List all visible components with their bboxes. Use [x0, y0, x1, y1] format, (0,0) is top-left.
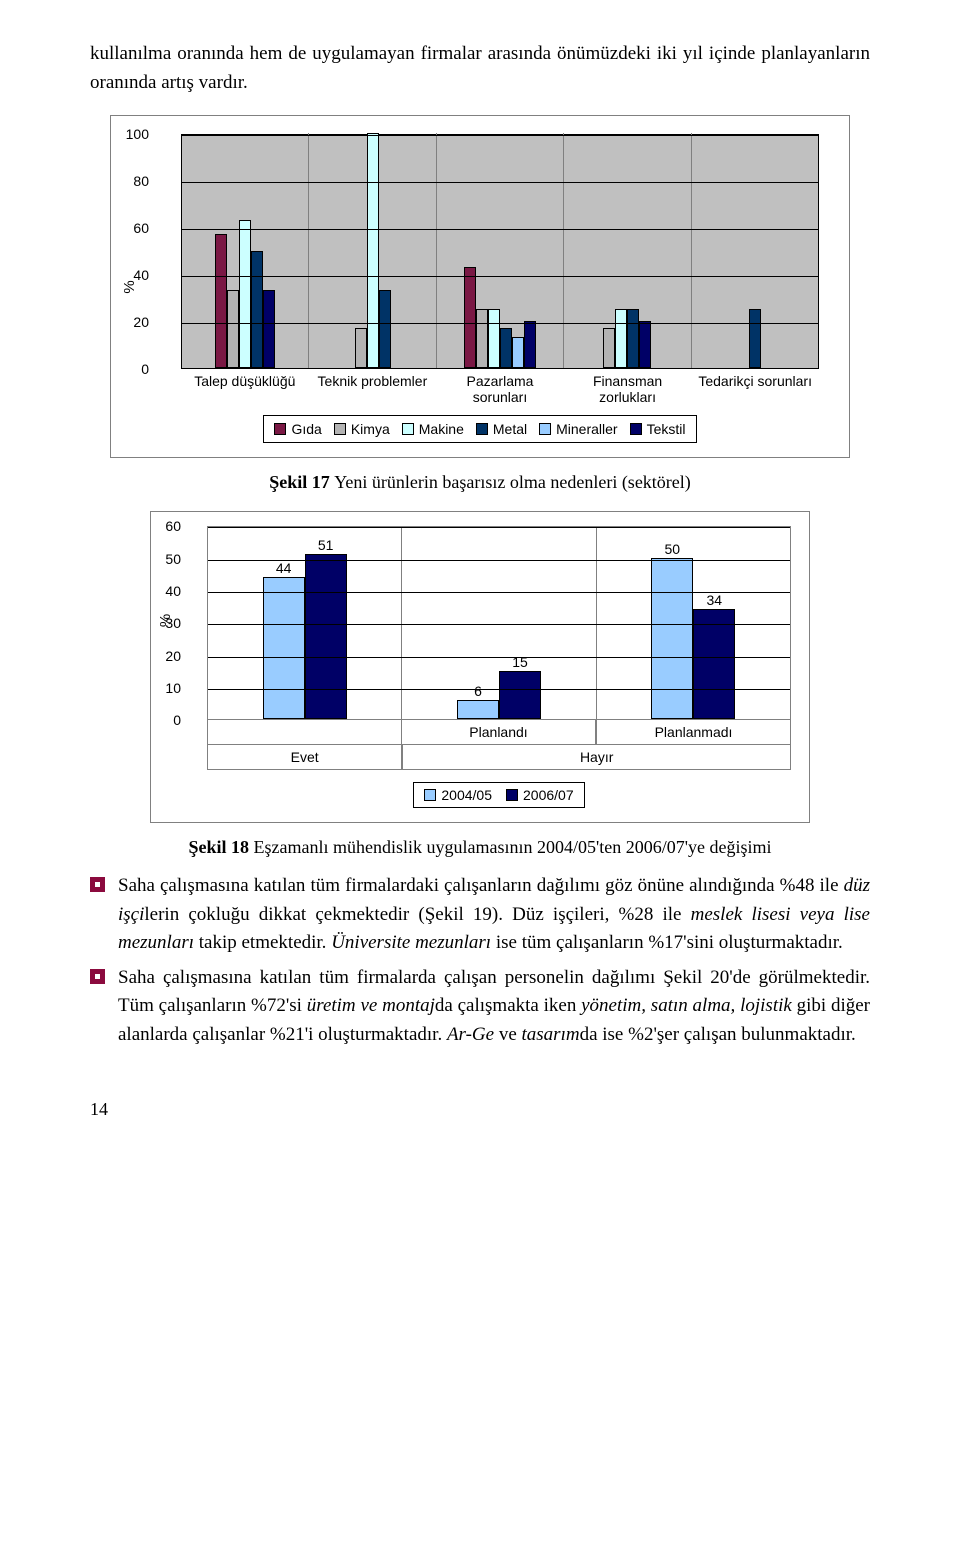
bullet-marker-icon	[90, 969, 105, 984]
chart1-bar	[603, 328, 615, 368]
bullet-marker-icon	[90, 877, 105, 892]
chart1-bar	[263, 290, 275, 368]
chart1-bar	[476, 309, 488, 368]
chart2-header-row2: EvetHayır	[207, 745, 791, 770]
chart1-bar	[464, 267, 476, 368]
chart1-bar	[615, 309, 627, 368]
legend-item: 2006/07	[506, 787, 574, 803]
chart1-bar	[488, 309, 500, 368]
chart1-xlabels: Talep düşüklüğüTeknik problemlerPazarlam…	[181, 373, 819, 405]
chart1-bar	[639, 321, 651, 368]
list-item: Saha çalışmasına katılan tüm firmalarda …	[90, 964, 870, 1050]
chart1-bar	[749, 309, 761, 368]
page-number: 14	[90, 1099, 870, 1120]
chart2-bar: 6	[457, 700, 499, 719]
chart1-bar	[367, 133, 379, 368]
legend-item: Metal	[476, 421, 527, 437]
chart2-bar: 15	[499, 671, 541, 720]
chart1-bar	[239, 220, 251, 368]
chart1-bar	[524, 321, 536, 368]
chart1-bar	[379, 290, 391, 368]
chart2-caption: Şekil 18 Eşzamanlı mühendislik uygulamas…	[90, 837, 870, 858]
chart1-legend: Gıda Kimya Makine Metal Mineraller Tekstil	[263, 415, 696, 443]
chart2-bar: 44	[263, 577, 305, 719]
chart1-bar	[251, 251, 263, 369]
chart2-container: % 0102030405060 44516155034 PlanlandıPla…	[150, 511, 810, 823]
legend-item: Kimya	[334, 421, 390, 437]
intro-paragraph: kullanılma oranında hem de uygulamayan f…	[90, 40, 870, 97]
list-item: Saha çalışmasına katılan tüm firmalardak…	[90, 872, 870, 958]
legend-item: Tekstil	[630, 421, 686, 437]
bullet-list: Saha çalışmasına katılan tüm firmalardak…	[90, 872, 870, 1049]
chart1-bar	[215, 234, 227, 368]
chart1-plot	[181, 134, 819, 369]
chart2-bar: 34	[693, 609, 735, 719]
chart1-bar	[355, 328, 367, 368]
legend-item: Mineraller	[539, 421, 617, 437]
chart1-bar	[512, 337, 524, 368]
chart1-bar	[627, 309, 639, 368]
legend-item: Gıda	[274, 421, 321, 437]
chart1-container: % 020406080100 Talep düşüklüğüTeknik pro…	[110, 115, 850, 458]
chart2-bar: 50	[651, 558, 693, 720]
chart2-legend: 2004/05 2006/07	[413, 782, 584, 808]
legend-item: 2004/05	[424, 787, 492, 803]
chart2-bar: 51	[305, 554, 347, 719]
chart1-bar	[227, 290, 239, 368]
chart1-bar	[500, 328, 512, 368]
chart2-plot: 4451 615 5034	[207, 526, 791, 720]
chart2-header-row1: PlanlandıPlanlanmadı	[207, 720, 791, 745]
legend-item: Makine	[402, 421, 464, 437]
chart1-caption: Şekil 17 Yeni ürünlerin başarısız olma n…	[90, 472, 870, 493]
